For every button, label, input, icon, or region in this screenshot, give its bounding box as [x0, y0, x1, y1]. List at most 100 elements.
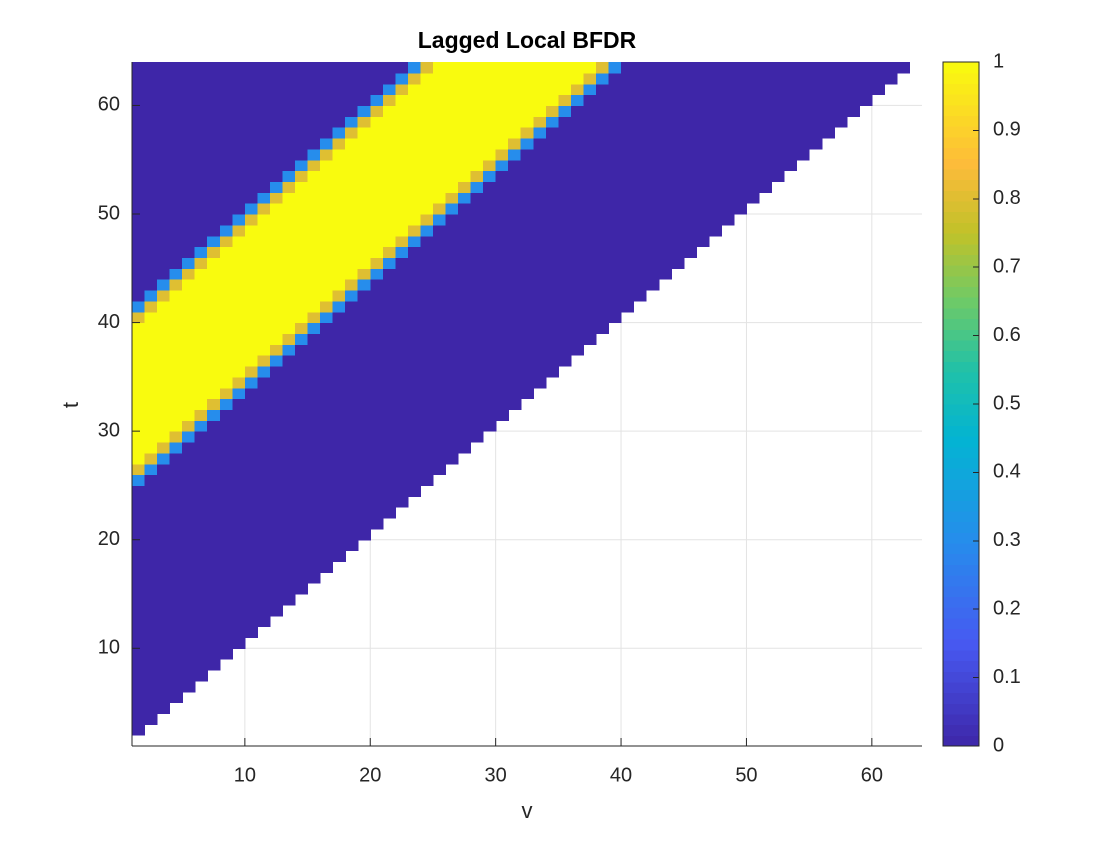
cell	[282, 561, 296, 573]
cell	[307, 62, 321, 74]
cell	[558, 268, 572, 280]
cell	[182, 246, 196, 259]
cell	[132, 550, 146, 563]
cell	[244, 72, 258, 85]
cell	[671, 224, 685, 237]
cell	[483, 105, 497, 117]
cell	[545, 311, 559, 324]
cell	[169, 507, 183, 519]
colorbar-swatch	[943, 404, 979, 416]
cell	[320, 224, 334, 237]
cell	[169, 398, 183, 411]
cell	[282, 463, 296, 476]
cell	[558, 148, 572, 161]
cell	[182, 127, 196, 139]
cell	[232, 376, 246, 389]
cell	[282, 181, 296, 193]
cell	[382, 366, 396, 378]
cell	[533, 181, 547, 193]
cell	[345, 539, 359, 552]
cell	[382, 474, 396, 487]
cell	[420, 83, 434, 96]
cell	[633, 138, 647, 150]
cell	[382, 170, 396, 183]
cell	[169, 496, 183, 508]
cell	[244, 181, 258, 193]
cell	[533, 311, 547, 324]
cell	[182, 62, 196, 74]
cell	[671, 192, 685, 204]
cell	[432, 170, 447, 183]
cell	[194, 550, 208, 563]
cell	[520, 322, 534, 335]
cell	[132, 344, 146, 356]
cell	[583, 181, 597, 193]
cell	[244, 138, 258, 150]
cell	[295, 235, 309, 248]
cell	[295, 496, 309, 508]
cell	[420, 387, 434, 400]
cell	[508, 105, 522, 117]
cell	[194, 62, 208, 74]
cell	[194, 333, 208, 345]
cell	[332, 452, 346, 465]
cell	[207, 290, 221, 302]
cell	[257, 246, 271, 259]
cell	[219, 604, 233, 617]
cell	[758, 94, 773, 107]
cell	[182, 561, 196, 573]
cell	[207, 583, 221, 595]
cell	[796, 72, 810, 85]
cell	[458, 105, 472, 117]
cell	[407, 333, 422, 345]
cell	[483, 344, 497, 356]
cell	[169, 62, 183, 74]
cell	[244, 290, 258, 302]
cell	[257, 550, 271, 563]
cell	[320, 485, 334, 497]
cell	[244, 604, 258, 617]
cell	[671, 246, 685, 259]
cell	[382, 290, 396, 302]
cell	[132, 387, 146, 400]
cell	[370, 224, 384, 237]
cell	[583, 322, 597, 335]
cell	[508, 127, 522, 139]
cell	[269, 344, 284, 356]
cell	[219, 322, 233, 335]
cell	[232, 366, 246, 378]
cell	[182, 300, 196, 313]
cell	[583, 127, 597, 139]
cell	[508, 170, 522, 183]
cell	[545, 235, 559, 248]
cell	[520, 300, 534, 313]
cell	[157, 138, 171, 150]
cell	[621, 214, 635, 226]
cell	[583, 235, 597, 248]
cell	[470, 300, 484, 313]
cell	[821, 72, 835, 85]
cell	[733, 105, 748, 117]
cell	[194, 539, 208, 552]
cell	[859, 83, 873, 96]
cell	[307, 420, 321, 432]
cell	[470, 105, 484, 117]
cell	[445, 224, 459, 237]
cell	[495, 322, 509, 335]
cell	[345, 72, 359, 85]
cell	[370, 214, 384, 226]
cell	[746, 138, 760, 150]
cell	[407, 442, 422, 454]
colorbar-swatch	[943, 735, 979, 747]
cell	[420, 127, 434, 139]
cell	[696, 94, 710, 107]
cell	[332, 355, 346, 367]
cell	[282, 170, 296, 183]
cell	[370, 366, 384, 378]
cell	[282, 290, 296, 302]
cell	[345, 192, 359, 204]
cell	[871, 83, 885, 96]
cell	[219, 518, 233, 530]
cell	[708, 138, 722, 150]
cell	[432, 203, 447, 215]
